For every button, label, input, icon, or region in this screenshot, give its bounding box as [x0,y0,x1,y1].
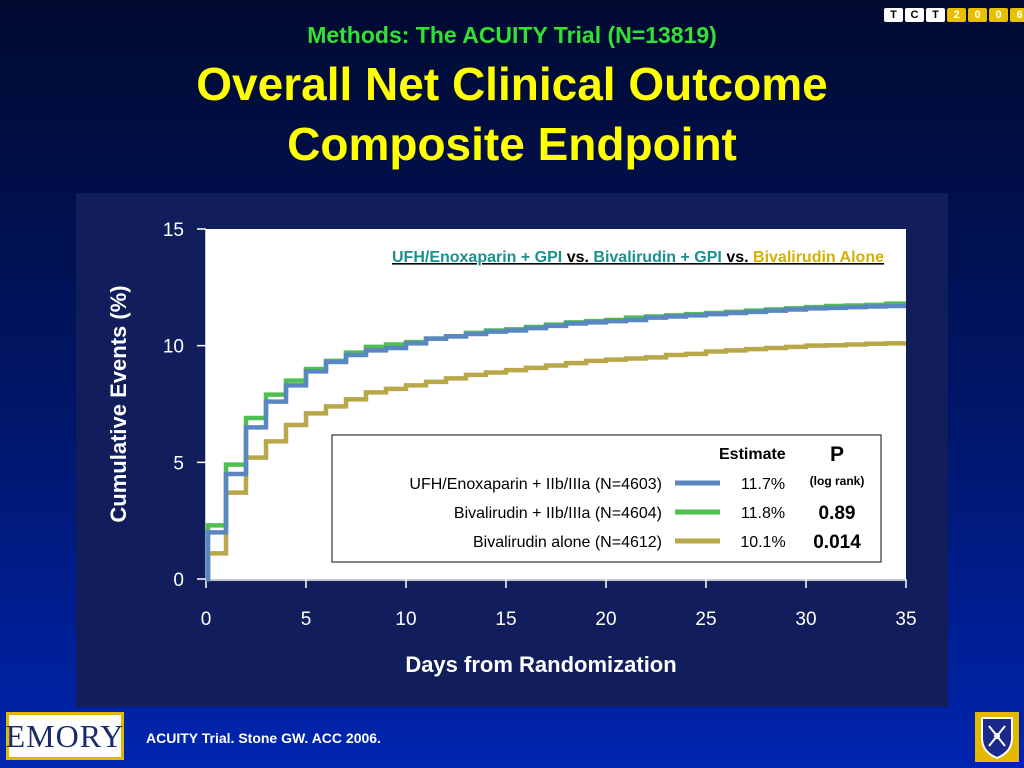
chart-heading-segment: UFH/Enoxaparin + GPI [392,249,562,266]
x-tick-label: 20 [595,609,616,630]
tct-logo-digit: 0 [989,8,1008,22]
series-line [205,341,906,582]
chart-heading-segment: vs. [562,249,593,266]
legend-series-name: UFH/Enoxaparin + IIb/IIIa (N=4603) [409,476,662,493]
x-tick-label: 5 [301,609,312,630]
legend-estimate: 11.8% [741,505,785,522]
x-tick-label: 10 [395,609,416,630]
emory-logo: EMORY [6,712,124,760]
legend-estimate-header: Estimate [719,446,786,463]
citation-text: ACUITY Trial. Stone GW. ACC 2006. [146,730,381,746]
legend-p-value: (log rank) [810,474,865,488]
legend-estimate: 10.1% [740,534,785,551]
legend-series-name: Bivalirudin + IIb/IIIa (N=4604) [454,505,662,522]
x-tick-label: 30 [795,609,816,630]
tct-logo-letter: C [905,8,924,22]
y-tick-label: 15 [163,220,184,241]
tct-logo-digit: 2 [947,8,966,22]
x-axis-label: Days from Randomization [405,652,676,677]
chart-heading-segment: Bivalirudin Alone [753,249,884,266]
x-tick-label: 25 [695,609,716,630]
chart-heading-segment: Bivalirudin + GPI [593,249,721,266]
emory-shield-icon [975,712,1019,762]
x-tick-label: 35 [895,609,916,630]
y-axis-label: Cumulative Events (%) [106,285,131,522]
x-tick-label: 15 [495,609,516,630]
series-line [205,303,906,582]
x-tick-label: 0 [201,609,212,630]
chart-panel: 0 5 10 15 0 5 10 15 20 25 30 35 Days from Randomizat… [76,193,948,707]
tct-2006-logo: T C T 2 0 0 6 [884,8,1024,22]
km-chart: 0 5 10 15 0 5 10 15 20 25 30 35 Days from Randomizat… [106,220,917,677]
legend-p-value: 0.89 [819,503,856,524]
legend-box [331,434,882,563]
y-tick-label: 5 [173,453,184,474]
tct-logo-digit: 6 [1010,8,1024,22]
tct-logo-digit: 0 [968,8,987,22]
chart-heading-segment: vs. [722,249,753,266]
slide-subtitle: Methods: The ACUITY Trial (N=13819) [307,22,717,48]
y-tick-label: 0 [173,570,184,591]
legend-p-header: P [830,443,844,466]
legend-p-value: 0.014 [813,532,861,553]
legend-series-name: Bivalirudin alone (N=4612) [473,534,662,551]
legend-estimate: 11.7% [741,476,785,493]
chart-heading: UFH/Enoxaparin + GPI vs. Bivalirudin + G… [392,249,884,266]
slide-title-line-2: Composite Endpoint [287,118,737,170]
tct-logo-letter: T [884,8,903,22]
slide-title-line-1: Overall Net Clinical Outcome [196,58,828,110]
y-tick-label: 10 [163,337,184,358]
tct-logo-letter: T [926,8,945,22]
